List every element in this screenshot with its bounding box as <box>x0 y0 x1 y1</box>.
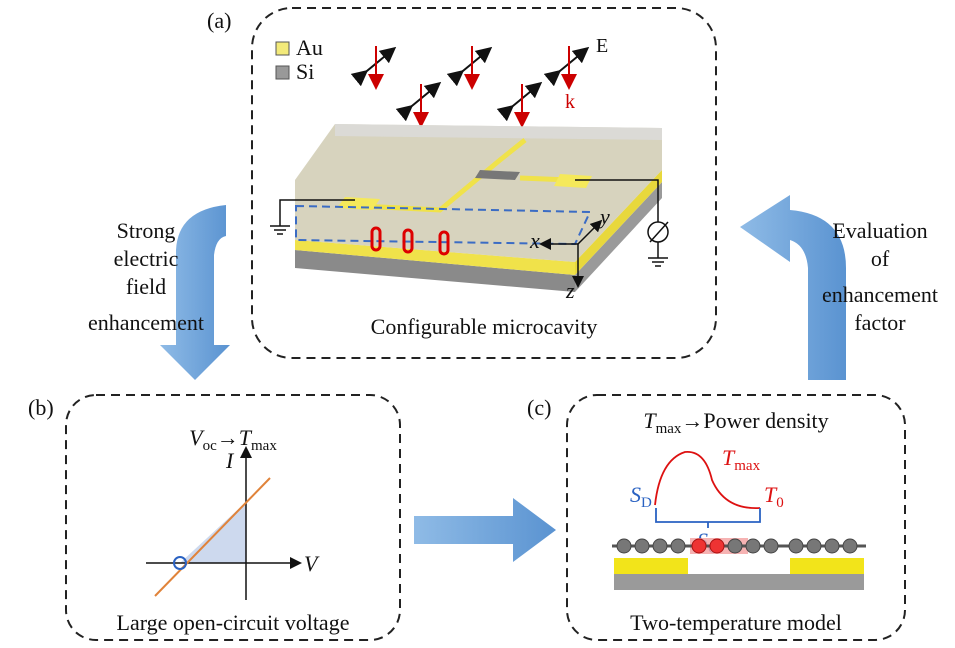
panel-label: (a) <box>207 8 231 33</box>
arrow-label-line: Strong <box>117 218 176 243</box>
title-part: →Power density <box>681 408 828 433</box>
ambient-label: T0 <box>764 482 784 511</box>
title-part: → <box>217 425 239 450</box>
panel-title: Tmax→Power density <box>643 408 828 437</box>
figure: (a) Au Si E k x y z Configurable microca… <box>0 0 955 648</box>
field-label: E <box>596 35 608 57</box>
iv-plot <box>146 452 296 600</box>
label-part: S <box>630 482 641 507</box>
legend-swatch-si <box>276 66 289 79</box>
arrow-label-line: enhancement <box>88 310 204 335</box>
title-part: oc <box>203 438 218 454</box>
caption: Configurable microcavity <box>371 314 598 339</box>
arrow-label-line: Evaluation <box>832 218 927 243</box>
axis-label: V <box>304 551 320 576</box>
caption: Large open-circuit voltage <box>117 610 350 635</box>
label-part: D <box>641 495 652 511</box>
device-cross-section <box>612 538 866 590</box>
axis-label: I <box>225 448 235 473</box>
panel-label: (b) <box>28 395 54 420</box>
legend-swatch-au <box>276 42 289 55</box>
flow-arrow <box>414 498 556 562</box>
label-part: max <box>734 458 760 474</box>
arrow-label-line: enhancement <box>822 282 938 307</box>
peak-label: Tmax <box>722 445 761 474</box>
arrow-label-line: electric <box>114 246 179 271</box>
arrow-label-line: factor <box>854 310 906 335</box>
title-part: max <box>251 438 277 454</box>
wave-label: k <box>565 91 575 113</box>
label-part: 0 <box>776 495 784 511</box>
axis-label: x <box>529 228 540 253</box>
caption: Two-temperature model <box>630 610 842 635</box>
legend-label: Si <box>296 59 314 84</box>
axis-label: z <box>565 278 575 303</box>
legend-label: Au <box>296 35 323 60</box>
gap-bracket <box>656 508 760 528</box>
title-part: max <box>656 421 682 437</box>
panel-label: (c) <box>527 395 551 420</box>
axis-label: y <box>598 204 610 229</box>
source-label: SD <box>630 482 652 511</box>
arrow-label-line: field <box>126 274 166 299</box>
light-arrows <box>362 46 583 120</box>
arrow-label-line: of <box>871 246 890 271</box>
